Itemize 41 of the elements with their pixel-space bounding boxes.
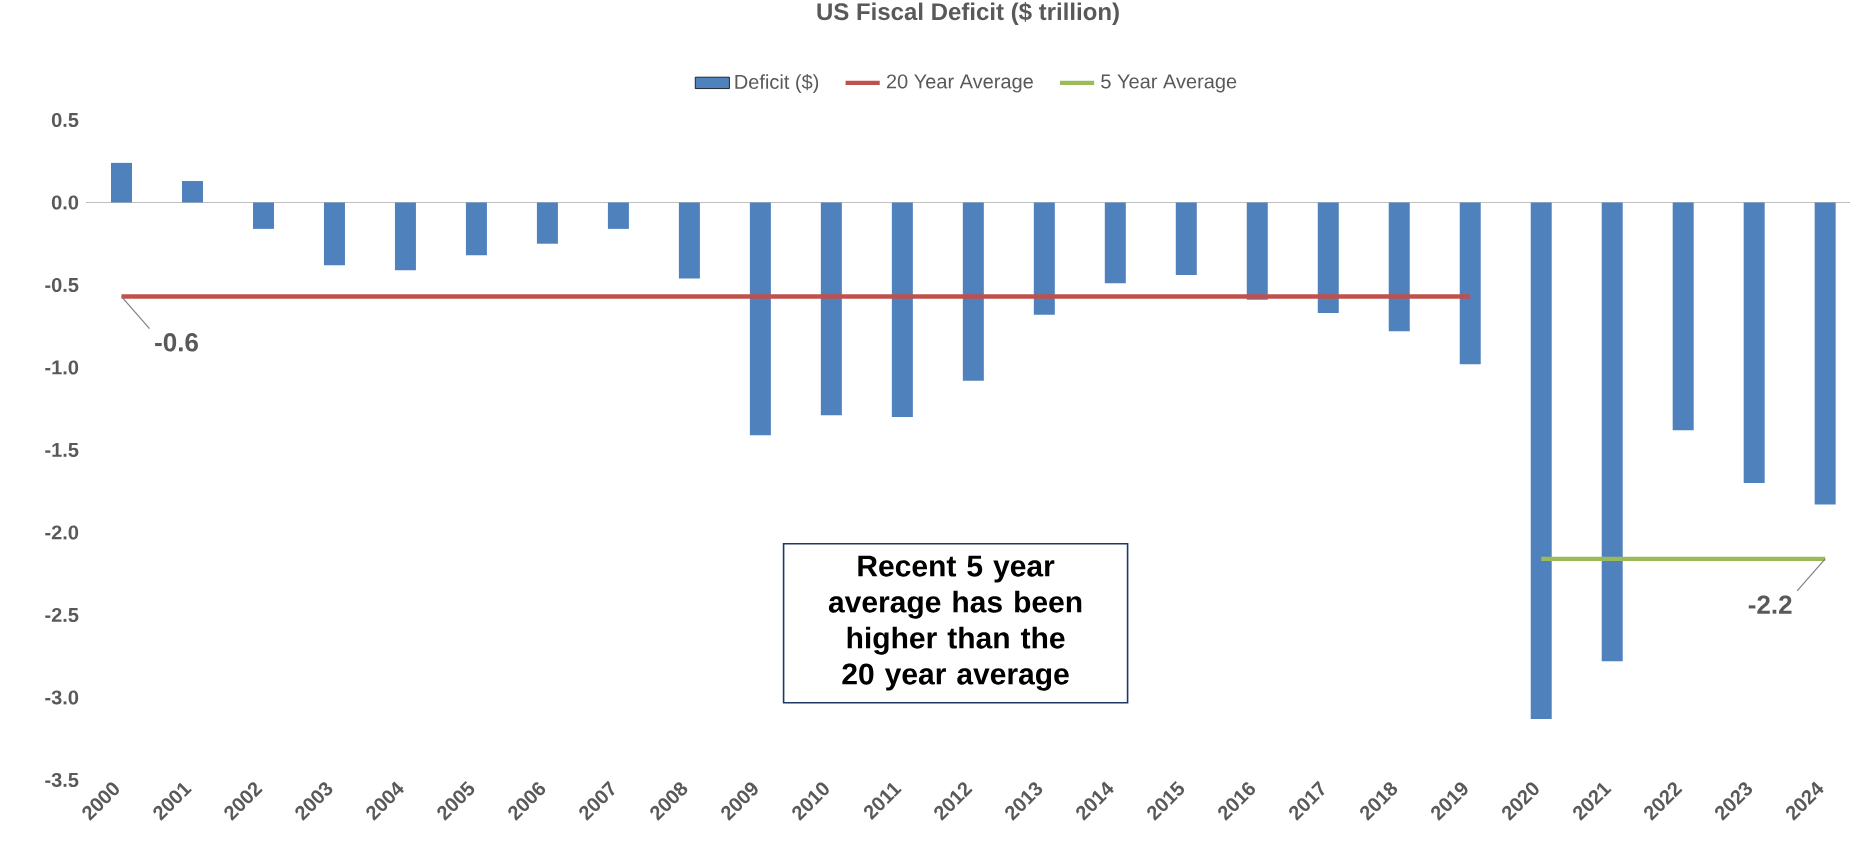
legend-label: Deficit ($): [735, 73, 819, 93]
legend-label: 5 Year Average: [1101, 74, 1237, 93]
bar: [465, 202, 487, 256]
y-tick-label: -3.0: [45, 690, 79, 705]
y-tick-label: -0.5: [45, 277, 79, 293]
y-tick-label: -2.5: [45, 607, 79, 623]
bar: [1104, 202, 1126, 284]
legend-label: 20 Year Average: [886, 74, 1033, 93]
y-tick-label: -3.5: [45, 772, 79, 788]
bar: [1246, 202, 1268, 300]
bar: [536, 202, 558, 244]
bar: [1388, 202, 1410, 332]
bar: [111, 162, 132, 203]
bar: [1033, 202, 1055, 315]
bar: [607, 202, 629, 229]
bar: [1743, 202, 1765, 483]
bar: [181, 181, 203, 203]
bar: [678, 202, 700, 279]
bar: [1672, 202, 1694, 431]
bar: [1814, 202, 1836, 505]
data-label: -2.2: [1748, 595, 1792, 614]
bar: [1530, 202, 1552, 719]
y-tick-label: 0.5: [51, 112, 79, 128]
bar: [1459, 202, 1481, 365]
bar: [749, 202, 771, 436]
bar: [820, 202, 842, 416]
data-label: -0.6: [155, 333, 198, 352]
annotation: Recent 5 year average has been higher than the 20 year average: [828, 555, 1082, 691]
bar: [394, 202, 416, 271]
y-tick-label: -1.0: [45, 360, 79, 375]
chart-title: US Fiscal Deficit ($ trillion): [817, 2, 1119, 25]
y-tick-label: 0.0: [51, 195, 79, 210]
bar: [1175, 202, 1197, 276]
bar: [252, 202, 274, 229]
bar: [962, 202, 984, 381]
bar: [891, 202, 913, 417]
bar: [1601, 202, 1623, 662]
y-tick-label: -1.5: [45, 442, 79, 457]
bar: [1317, 202, 1339, 314]
bar: [323, 202, 345, 266]
y-tick-label: -2.0: [45, 525, 79, 540]
